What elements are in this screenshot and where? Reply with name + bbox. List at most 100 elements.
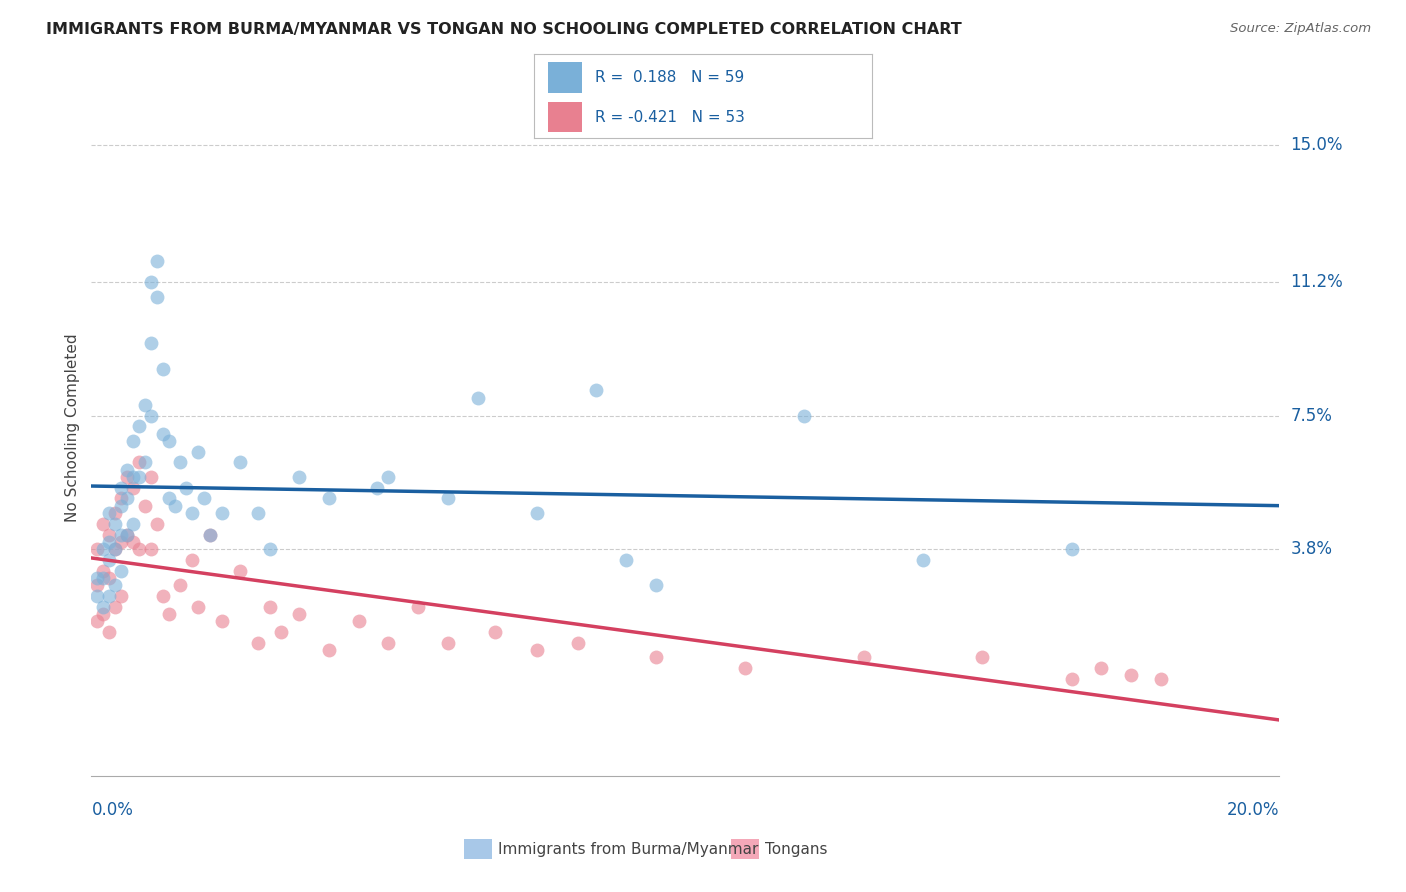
Point (122, 516, 145, 531)
Text: Source: ZipAtlas.com: Source: ZipAtlas.com (1230, 22, 1371, 36)
Point (110, 491, 132, 506)
Point (139, 275, 162, 289)
Point (139, 470, 162, 484)
Point (145, 289, 167, 303)
Point (104, 541, 127, 556)
Point (259, 541, 281, 556)
Point (734, 661, 756, 675)
Point (104, 541, 127, 556)
Point (86, 578, 108, 592)
Point (98, 571, 121, 585)
Text: 15.0%: 15.0% (1291, 136, 1343, 154)
Point (366, 481, 388, 495)
Point (526, 643, 548, 657)
Point (436, 491, 458, 506)
Point (1060, 672, 1083, 686)
Point (98, 506, 121, 520)
Point (585, 384, 607, 398)
Point (163, 499, 186, 513)
Point (98, 534, 121, 549)
Point (911, 553, 934, 567)
Bar (548, 62, 582, 93)
Point (134, 398, 156, 412)
Point (181, 506, 204, 520)
Point (91, 571, 114, 585)
Point (128, 455, 150, 469)
Point (152, 361, 174, 376)
Point (128, 541, 150, 556)
Point (187, 599, 209, 614)
Text: Tongans: Tongans (765, 842, 827, 856)
Point (115, 491, 138, 506)
Point (246, 635, 269, 649)
Point (104, 516, 127, 531)
Point (644, 578, 666, 592)
Point (152, 589, 174, 603)
Text: 3.8%: 3.8% (1291, 540, 1333, 558)
Point (86, 541, 108, 556)
Point (288, 470, 311, 484)
Point (347, 614, 370, 628)
Point (91, 541, 114, 556)
Point (110, 527, 132, 541)
Point (1149, 672, 1171, 686)
Point (110, 499, 132, 513)
Point (104, 578, 127, 592)
Point (122, 534, 145, 549)
Point (526, 506, 548, 520)
Text: 7.5%: 7.5% (1291, 407, 1333, 425)
Point (229, 564, 252, 578)
Point (145, 516, 167, 531)
Point (110, 481, 132, 495)
Point (318, 643, 340, 657)
Text: R =  0.188   N = 59: R = 0.188 N = 59 (595, 70, 744, 85)
Point (115, 527, 138, 541)
Point (270, 624, 292, 639)
Text: IMMIGRANTS FROM BURMA/MYANMAR VS TONGAN NO SCHOOLING COMPLETED CORRELATION CHART: IMMIGRANTS FROM BURMA/MYANMAR VS TONGAN … (46, 22, 962, 37)
Point (157, 434, 180, 448)
Text: R = -0.421   N = 53: R = -0.421 N = 53 (595, 110, 745, 125)
Point (259, 599, 281, 614)
Point (972, 650, 994, 665)
Point (134, 455, 156, 469)
Point (246, 506, 269, 520)
Point (86, 614, 108, 628)
Text: Immigrants from Burma/Myanmar: Immigrants from Burma/Myanmar (498, 842, 758, 856)
Text: 0.0%: 0.0% (91, 801, 134, 819)
Point (318, 491, 340, 506)
Point (152, 426, 174, 441)
Point (91, 607, 114, 621)
Point (115, 462, 138, 476)
Point (122, 434, 145, 448)
Point (211, 614, 233, 628)
Point (567, 635, 589, 649)
Point (157, 491, 180, 506)
Point (852, 650, 875, 665)
Point (86, 571, 108, 585)
Point (157, 607, 180, 621)
Point (122, 481, 145, 495)
Point (91, 516, 114, 531)
Point (139, 409, 162, 423)
Point (200, 527, 222, 541)
Point (211, 506, 233, 520)
Point (467, 391, 489, 405)
Point (229, 455, 252, 469)
Point (145, 253, 167, 268)
Point (122, 470, 145, 484)
Point (91, 564, 114, 578)
Point (128, 470, 150, 484)
Point (98, 624, 121, 639)
Point (134, 499, 156, 513)
Text: 20.0%: 20.0% (1227, 801, 1279, 819)
Point (128, 419, 150, 434)
Point (187, 444, 209, 458)
Point (98, 553, 121, 567)
Point (139, 336, 162, 351)
Point (614, 553, 637, 567)
Point (377, 635, 399, 649)
Point (169, 578, 191, 592)
Point (104, 599, 127, 614)
Y-axis label: No Schooling Completed: No Schooling Completed (65, 334, 80, 523)
Point (436, 635, 458, 649)
